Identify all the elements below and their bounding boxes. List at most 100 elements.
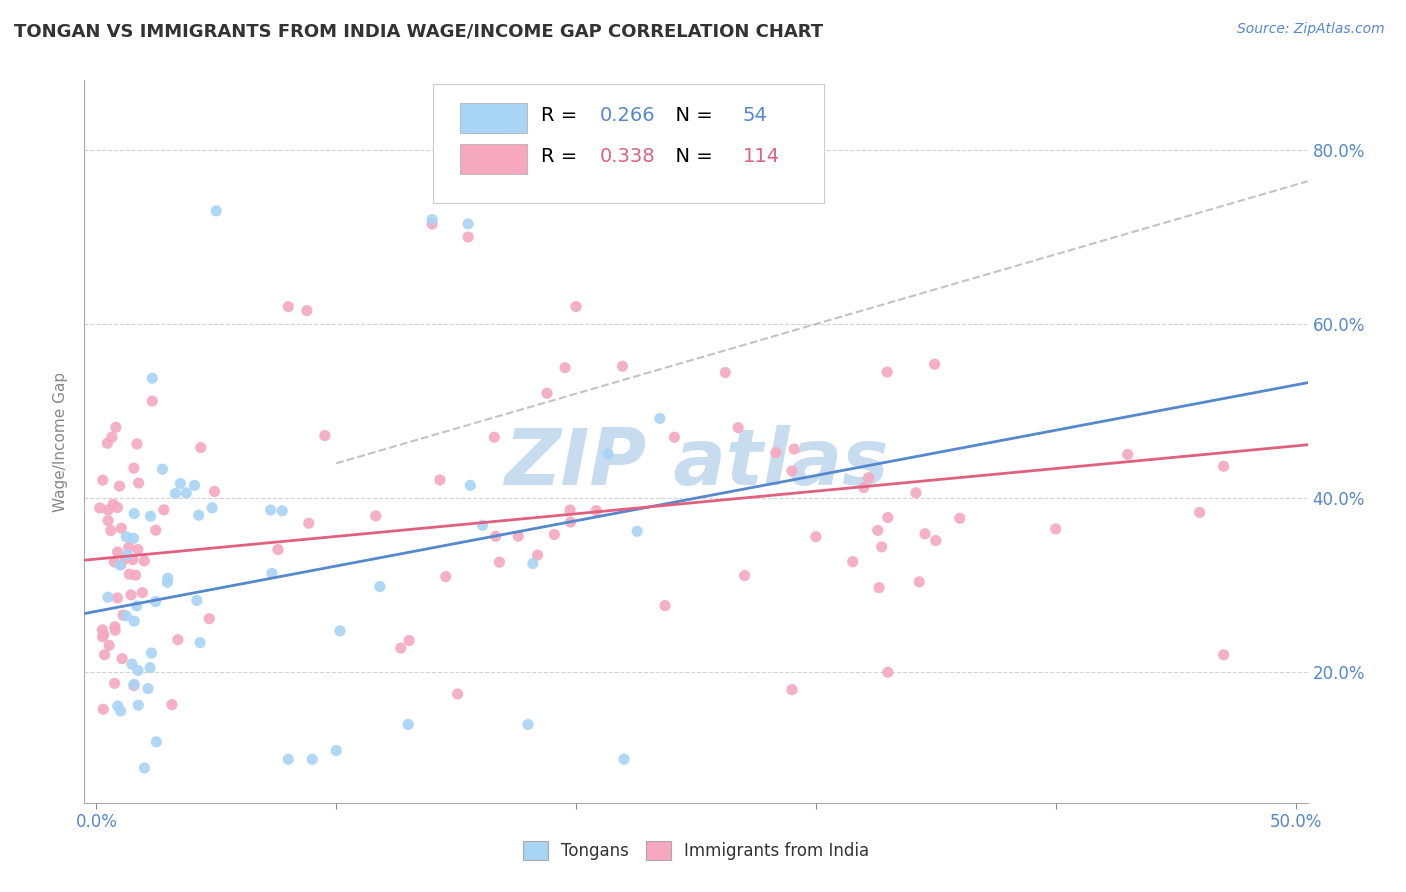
Point (508, 529, 530, 543)
Point (613, 752, 636, 766)
Point (329, 624, 352, 638)
Point (103, 555, 125, 569)
Point (136, 681, 159, 696)
Point (783, 442, 806, 456)
Point (165, 486, 187, 500)
Point (1212, 459, 1234, 474)
Point (396, 717, 419, 731)
Point (727, 420, 749, 434)
Point (277, 300, 299, 314)
Point (120, 588, 142, 602)
Point (858, 471, 880, 485)
Point (314, 428, 336, 442)
Point (558, 503, 581, 517)
Point (205, 203, 228, 218)
Point (156, 571, 179, 585)
Point (89, 500, 111, 515)
Point (153, 503, 176, 517)
Point (183, 478, 205, 492)
Point (271, 504, 294, 518)
Point (134, 761, 156, 775)
Point (664, 430, 686, 444)
Text: 0.266: 0.266 (599, 105, 655, 125)
FancyBboxPatch shape (460, 144, 527, 174)
Point (852, 481, 875, 495)
Text: N =: N = (664, 147, 718, 167)
Point (125, 437, 148, 451)
Point (949, 511, 972, 525)
Point (97, 590, 120, 604)
Point (612, 359, 634, 374)
Point (121, 657, 143, 672)
Point (870, 540, 893, 554)
Point (484, 430, 506, 444)
Point (457, 230, 479, 244)
Point (188, 635, 211, 649)
Point (122, 614, 145, 628)
Point (91, 630, 114, 644)
Point (460, 478, 482, 492)
Text: R =: R = (541, 147, 583, 167)
Point (598, 447, 620, 461)
Y-axis label: Wage/Income Gap: Wage/Income Gap (53, 371, 69, 512)
FancyBboxPatch shape (433, 84, 824, 203)
Point (103, 497, 125, 511)
Point (104, 620, 127, 634)
Point (117, 548, 139, 562)
Point (101, 430, 124, 444)
Point (277, 752, 299, 766)
Point (174, 486, 197, 500)
Point (145, 523, 167, 537)
Point (434, 569, 457, 583)
Point (122, 507, 145, 521)
Point (295, 303, 318, 318)
Point (201, 500, 224, 515)
Point (98, 638, 121, 652)
Point (389, 641, 412, 656)
Point (107, 699, 129, 714)
Point (1045, 522, 1067, 536)
Point (526, 548, 548, 562)
Point (398, 633, 420, 648)
Point (110, 704, 132, 718)
Point (141, 394, 163, 409)
Text: TONGAN VS IMMIGRANTS FROM INDIA WAGE/INCOME GAP CORRELATION CHART: TONGAN VS IMMIGRANTS FROM INDIA WAGE/INC… (14, 22, 823, 40)
Point (107, 545, 129, 559)
Point (115, 530, 138, 544)
Point (110, 521, 132, 535)
Point (626, 524, 648, 539)
Point (868, 581, 890, 595)
Point (522, 557, 544, 571)
Point (267, 542, 290, 557)
Point (108, 558, 131, 572)
Point (420, 217, 443, 231)
Point (122, 677, 145, 691)
Point (420, 212, 443, 227)
Point (127, 664, 149, 678)
Point (104, 420, 127, 434)
Point (122, 461, 145, 475)
Point (260, 566, 283, 581)
Point (876, 665, 898, 680)
Point (908, 574, 931, 589)
Point (780, 682, 803, 697)
Point (108, 479, 131, 493)
Point (585, 503, 607, 517)
Point (429, 473, 451, 487)
Point (127, 698, 149, 713)
Point (914, 526, 936, 541)
Point (111, 608, 134, 623)
Point (128, 476, 150, 491)
Point (560, 515, 582, 529)
Point (96, 436, 118, 450)
Point (167, 632, 190, 647)
Point (260, 503, 283, 517)
Point (446, 687, 468, 701)
Point (110, 558, 132, 572)
Point (804, 530, 827, 544)
Text: R =: R = (541, 105, 583, 125)
Point (457, 217, 479, 231)
Point (141, 371, 163, 385)
Point (145, 594, 167, 608)
FancyBboxPatch shape (460, 103, 527, 133)
